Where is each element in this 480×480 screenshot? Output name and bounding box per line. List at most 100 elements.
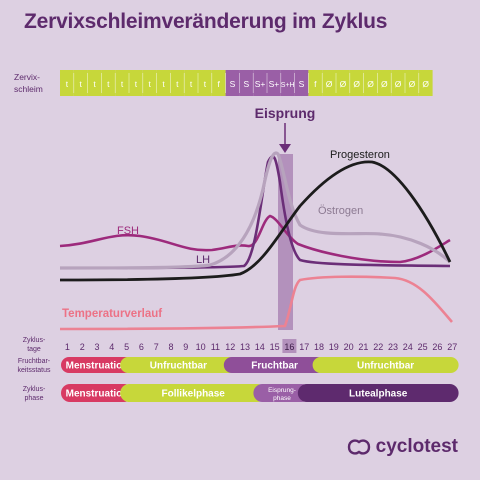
phase-segment-label: Eisprung- [268,387,296,394]
mucus-cell [101,70,116,96]
mucus-cell-label: S+ [255,79,266,89]
phase-segment [61,384,133,402]
cycle-day-number: 4 [109,342,114,352]
cycle-day-number: 22 [373,342,383,352]
mucus-cell [184,70,198,96]
fsh-label: FSH [117,225,139,237]
mucus-cell [405,70,419,96]
mucus-cell [391,70,405,96]
cycle-day-number: 23 [388,342,398,352]
cycle-day-number: 24 [403,342,413,352]
mucus-cell [363,70,378,96]
fertility-segment [120,357,237,373]
cycle-day-number: 1 [65,342,70,352]
ovulation-arrow-icon [279,144,291,153]
cycle-day-number: 14 [255,342,265,352]
ovulation-label: Eisprung [255,105,316,121]
cycle-day-number: 25 [418,342,428,352]
mucus-cell-label: S [299,79,305,89]
phase-segment-label: Lutealphase [349,389,408,400]
mucus-cell [87,70,102,96]
mucus-cell-label: Ø [409,79,416,89]
fsh-curve [59,214,451,264]
fertility-segment-label: Menstruation [66,361,129,372]
cycle-day-number: 5 [124,342,129,352]
ovulation-day-marker [282,339,297,353]
mucus-cell [349,70,364,96]
cycle-day-number: 16 [284,342,294,352]
cycle-phase-row: Zyklus- phase Menstruation Follikelphase E… [23,384,459,402]
mucus-cell-label: Ø [367,79,374,89]
estrogen-curve [59,151,452,270]
cycle-day-number: 19 [329,342,339,352]
mucus-cell-label: Ø [395,79,402,89]
mucus-cell [418,70,433,96]
mucus-cell-label: t [176,79,179,89]
phase-label-line1: Zyklus- [23,386,46,393]
fertility-segment [312,357,459,373]
cycle-day-number: 8 [168,342,173,352]
progesterone-curve [59,160,452,282]
mucus-cell-label: t [121,79,124,89]
mucus-cell-label: t [162,79,165,89]
phase-segment-label: Menstruation [66,389,129,400]
mucus-cell-label: Ø [381,79,388,89]
mucus-cell-label: t [190,79,193,89]
mucus-cell [267,70,281,96]
mucus-cell-label: t [93,79,96,89]
mucus-cell [336,70,350,96]
mucus-cell [73,70,88,96]
phase-segment-label: Follikelphase [162,389,226,400]
mucus-cell [322,70,336,96]
estrogen-label: Östrogen [318,205,363,217]
phase-segment [120,384,267,402]
cycle-day-number: 12 [225,342,235,352]
mucus-cell-label: f [314,79,317,89]
mucus-cell-label: Ø [422,79,429,89]
mucus-cell [115,70,129,96]
progesterone-label: Progesteron [330,149,390,161]
mucus-cell [253,70,267,96]
cycle-day-number: 11 [211,342,220,352]
mucus-cell-label: S+H [281,82,295,89]
brand-name: cyclotest [375,436,458,457]
cycle-day-number: 15 [270,342,280,352]
cycle-days-row: Zyklus- tage 1 2 3 4 5 6 7 8 9 10 11 12 13 14 15 16 17 18… [23,337,457,353]
mucus-cell-label: t [204,79,207,89]
cyclotest-logo: cyclotest [347,436,458,458]
mucus-cell [294,70,309,96]
cycle-day-number: 17 [299,342,309,352]
cycle-day-number: 6 [139,342,144,352]
cycle-day-number: 2 [80,342,85,352]
cycle-day-number: 9 [183,342,188,352]
fertility-segment-label: Fruchtbar [251,361,298,372]
fertility-status-row: Fruchtbar- keitsstatus Menstruation Unfru… [17,357,459,374]
phase-segment-label-line2: phase [273,395,291,402]
mucus-cell-label: t [135,79,138,89]
page-title: Zervixschleimveränderung im Zyklus [24,10,388,33]
mucus-cell [156,70,171,96]
cycle-day-number: 27 [447,342,457,352]
fertility-segment-label: Unfruchtbar [357,361,414,372]
mucus-cell [198,70,212,96]
mucus-cell-label: t [107,79,110,89]
mucus-cell-label: S [230,79,236,89]
cycle-days-label-line2: tage [27,346,41,353]
phase-segment [253,384,311,402]
mucus-cell-label: Ø [353,79,360,89]
fertility-segment [223,357,326,373]
mucus-cell-label: Ø [340,79,347,89]
temperature-curve [59,275,453,331]
mucus-row-label-line1: Zervix- [14,72,40,82]
mucus-cell [129,70,143,96]
cycle-day-number: 26 [432,342,442,352]
cycle-day-number: 18 [314,342,324,352]
phase-segment [297,384,459,402]
mucus-cell-label: t [149,79,152,89]
cycle-day-number: 10 [196,342,206,352]
cycle-days-label-line1: Zyklus- [23,337,46,344]
mucus-cell-label: S [243,79,249,89]
cycle-day-number: 7 [154,342,159,352]
